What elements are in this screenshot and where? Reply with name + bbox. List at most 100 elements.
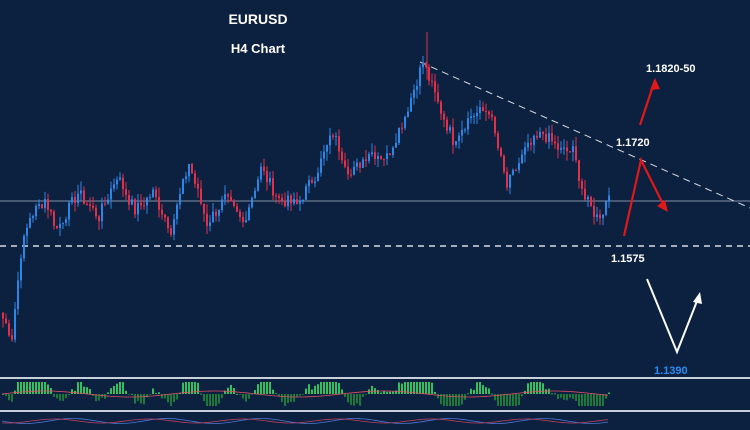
histogram-bar <box>98 394 100 401</box>
projection-arrows <box>622 78 702 355</box>
candle-body <box>476 112 478 117</box>
candle-body <box>179 194 181 205</box>
candle-body <box>506 171 508 188</box>
candle-body <box>77 193 79 204</box>
histogram-bar <box>482 385 484 394</box>
candle-body <box>23 235 25 259</box>
candle-body <box>605 201 607 215</box>
chart-title: EURUSD <box>228 11 287 27</box>
histogram-bar <box>560 394 562 398</box>
histogram-bar <box>17 382 19 394</box>
candle-body <box>368 154 370 162</box>
candle-body <box>266 171 268 183</box>
histogram-bar <box>110 388 112 394</box>
candle-body <box>38 204 40 207</box>
candle-body <box>434 81 436 93</box>
histogram-bar <box>569 394 571 398</box>
histogram-bar <box>491 393 493 395</box>
histogram-bar <box>209 394 211 406</box>
candle-body <box>536 135 538 138</box>
histogram-bar <box>497 394 499 406</box>
arrow-retest <box>622 156 666 237</box>
histogram-bar <box>413 382 415 394</box>
candle-body <box>494 117 496 134</box>
histogram-bar <box>170 394 172 406</box>
histogram-bar <box>323 382 325 394</box>
candle-body <box>530 142 532 145</box>
histogram-bar <box>383 390 385 394</box>
candle-body <box>74 197 76 204</box>
histogram-bar <box>494 394 496 401</box>
candle-body <box>416 86 418 90</box>
histogram-bar <box>305 388 307 394</box>
histogram-bar <box>251 394 253 395</box>
candle-body <box>356 162 358 167</box>
histogram-bar <box>71 389 73 394</box>
histogram-bar <box>470 388 472 394</box>
candle-body <box>299 200 301 204</box>
candle-body <box>185 176 187 180</box>
candle-body <box>284 200 286 207</box>
histogram-bar <box>488 388 490 394</box>
level-label-support: 1.1575 <box>611 253 645 265</box>
histogram-signal-line <box>1 390 609 398</box>
candle-body <box>338 135 340 152</box>
histogram-bar <box>308 384 310 394</box>
histogram-bar <box>317 384 319 394</box>
candle-body <box>41 204 43 209</box>
candle-body <box>59 223 61 229</box>
histogram-bar <box>485 387 487 394</box>
arrow-up-target-head <box>650 78 660 90</box>
histogram-bar <box>5 394 7 396</box>
histogram-bar <box>182 382 184 394</box>
histogram-bar <box>122 382 124 394</box>
histogram-bar <box>119 382 121 394</box>
candle-body <box>467 118 469 130</box>
histogram-bar <box>293 394 295 402</box>
candle-body <box>95 207 97 217</box>
candle-body <box>305 186 307 200</box>
candle-body <box>344 160 346 167</box>
histogram-bar <box>230 384 232 394</box>
histogram-bar <box>2 394 4 395</box>
histogram-bar <box>467 393 469 395</box>
candle-body <box>557 143 559 150</box>
candle-body <box>443 113 445 120</box>
arrow-down-scenario-head <box>693 292 702 304</box>
histogram-bar <box>416 382 418 394</box>
histogram-bar <box>425 382 427 394</box>
histogram-bar <box>83 386 85 394</box>
candle-body <box>53 211 55 226</box>
histogram-bar <box>128 394 130 395</box>
histogram-bar <box>227 387 229 394</box>
histogram-bar <box>461 394 463 405</box>
histogram-bar <box>407 382 409 394</box>
candle-body <box>176 204 178 220</box>
candle-body <box>257 179 259 191</box>
candle-body <box>29 218 31 228</box>
candle-body <box>533 135 535 145</box>
histogram-bar <box>326 382 328 394</box>
histogram-bar <box>32 382 34 394</box>
histogram-bar <box>185 382 187 394</box>
histogram-bar <box>38 382 40 394</box>
histogram-bar <box>137 394 139 401</box>
candles-group <box>2 31 610 343</box>
candle-body <box>218 209 220 216</box>
histogram-bar <box>89 389 91 394</box>
candle-body <box>566 147 568 152</box>
histogram-bar <box>341 389 343 394</box>
histogram-bar <box>386 391 388 394</box>
candle-body <box>380 156 382 159</box>
histogram-bar <box>509 394 511 406</box>
candle-body <box>320 158 322 173</box>
histogram-bar <box>377 390 379 394</box>
histogram-bar <box>593 394 595 406</box>
histogram-bar <box>419 382 421 394</box>
candle-body <box>602 214 604 219</box>
candle-body <box>119 177 121 180</box>
candle-body <box>272 178 274 196</box>
histogram-bar <box>95 394 97 402</box>
histogram-bar <box>44 382 46 394</box>
candle-body <box>512 170 514 175</box>
